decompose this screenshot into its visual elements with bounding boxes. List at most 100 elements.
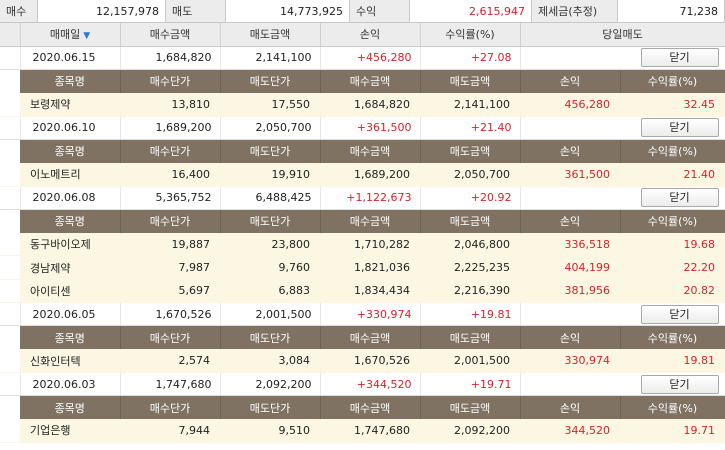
sub-header-buy-amount: 매수금액 bbox=[320, 209, 421, 233]
day-sell-amount: 6,488,425 bbox=[220, 186, 321, 210]
close-button[interactable]: 닫기 bbox=[640, 118, 719, 138]
close-button-cell: 닫기 bbox=[520, 186, 725, 210]
day-buy-amount: 1,747,680 bbox=[120, 372, 221, 397]
stock-sell-price: 3,084 bbox=[220, 349, 320, 373]
stock-sell-amount: 2,001,500 bbox=[420, 349, 520, 373]
trade-date: 2020.06.10 bbox=[20, 116, 121, 140]
day-buy-amount: 1,689,200 bbox=[120, 116, 221, 140]
column-header-trade-date[interactable]: 매매일 ▼ bbox=[20, 23, 121, 47]
day-sell-amount: 2,050,700 bbox=[220, 116, 321, 140]
stock-pnl: 330,974 bbox=[520, 349, 620, 373]
stock-buy-price: 2,574 bbox=[120, 349, 220, 373]
stock-name: 동구바이오제 bbox=[20, 232, 120, 257]
sub-header-buy-amount: 매수금액 bbox=[320, 325, 421, 350]
stock-buy-amount: 1,747,680 bbox=[320, 419, 420, 443]
buy-total-value: 12,157,978 bbox=[38, 0, 166, 22]
column-header-sell-amount[interactable]: 매도금액 bbox=[220, 23, 321, 47]
stock-sell-amount: 2,046,800 bbox=[420, 232, 520, 257]
detail-header-row: 종목명 매수단가 매도단가 매수금액 매도금액 손익 수익률(%) bbox=[0, 209, 725, 233]
sub-header-return-rate: 수익률(%) bbox=[620, 209, 725, 233]
sub-header-buy-price: 매수단가 bbox=[120, 395, 221, 420]
stock-sell-price: 19,910 bbox=[220, 162, 320, 187]
row-indicator bbox=[0, 302, 21, 327]
day-return-rate: +19.71 bbox=[420, 372, 521, 397]
column-header-row: 매매일 ▼ 매수금액 매도금액 손익 수익률(%) 당일매도 bbox=[0, 23, 725, 47]
day-sell-amount: 2,092,200 bbox=[220, 372, 321, 397]
stock-buy-price: 7,987 bbox=[120, 255, 220, 280]
close-button-cell: 닫기 bbox=[520, 372, 725, 397]
stock-pnl: 344,520 bbox=[520, 419, 620, 443]
stock-buy-price: 16,400 bbox=[120, 162, 220, 187]
stock-detail-row[interactable]: 아이티센 5,697 6,883 1,834,434 2,216,390 381,956 2… bbox=[0, 279, 725, 304]
stock-return-rate: 21.40 bbox=[620, 162, 725, 187]
close-button[interactable]: 닫기 bbox=[640, 48, 719, 68]
detail-indent bbox=[0, 419, 20, 443]
sort-descending-icon[interactable]: ▼ bbox=[83, 31, 91, 42]
sub-header-buy-price: 매수단가 bbox=[120, 209, 221, 233]
stock-name: 신화인터텍 bbox=[20, 349, 120, 373]
sub-header-buy-price: 매수단가 bbox=[120, 325, 221, 350]
stock-detail-row[interactable]: 경남제약 7,987 9,760 1,821,036 2,225,235 404,199 2… bbox=[0, 255, 725, 280]
close-button[interactable]: 닫기 bbox=[640, 304, 719, 324]
detail-indent bbox=[0, 255, 20, 280]
close-button[interactable]: 닫기 bbox=[640, 374, 719, 394]
stock-buy-price: 7,944 bbox=[120, 419, 220, 443]
stock-sell-amount: 2,092,200 bbox=[420, 419, 520, 443]
day-return-rate: +27.08 bbox=[420, 46, 521, 71]
sub-header-sell-amount: 매도금액 bbox=[420, 325, 521, 350]
sell-total-label: 매도 bbox=[166, 0, 226, 22]
day-return-rate: +19.81 bbox=[420, 302, 521, 327]
stock-detail-row[interactable]: 신화인터텍 2,574 3,084 1,670,526 2,001,500 330,974… bbox=[0, 349, 725, 373]
stock-buy-amount: 1,821,036 bbox=[320, 255, 420, 280]
tax-estimate-value: 71,238 bbox=[618, 0, 725, 22]
sub-header-return-rate: 수익률(%) bbox=[620, 139, 725, 163]
column-header-label: 매매일 bbox=[49, 28, 81, 42]
column-header-buy-amount[interactable]: 매수금액 bbox=[120, 23, 221, 47]
sub-header-stock-name: 종목명 bbox=[20, 209, 121, 233]
stock-sell-amount: 2,141,100 bbox=[420, 92, 520, 117]
row-indicator-header bbox=[0, 23, 21, 47]
trade-history-table: 매매일 ▼ 매수금액 매도금액 손익 수익률(%) 당일매도 2020.06.15… bbox=[0, 23, 725, 443]
stock-name: 경남제약 bbox=[20, 255, 120, 280]
sub-header-sell-amount: 매도금액 bbox=[420, 69, 521, 93]
column-header-same-day-sell[interactable]: 당일매도 bbox=[520, 23, 725, 47]
stock-return-rate: 20.82 bbox=[620, 279, 725, 304]
day-pnl: +1,122,673 bbox=[320, 186, 421, 210]
stock-sell-amount: 2,216,390 bbox=[420, 279, 520, 304]
trade-date: 2020.06.15 bbox=[20, 46, 121, 71]
stock-return-rate: 32.45 bbox=[620, 92, 725, 117]
sub-header-sell-amount: 매도금액 bbox=[420, 139, 521, 163]
column-header-pnl[interactable]: 손익 bbox=[320, 23, 421, 47]
profit-total-value: 2,615,947 bbox=[410, 0, 532, 22]
day-sell-amount: 2,141,100 bbox=[220, 46, 321, 71]
stock-return-rate: 19.68 bbox=[620, 232, 725, 257]
detail-indent bbox=[0, 139, 20, 163]
sub-header-sell-price: 매도단가 bbox=[220, 395, 321, 420]
detail-indent bbox=[0, 395, 20, 420]
stock-detail-row[interactable]: 이노메트리 16,400 19,910 1,689,200 2,050,700 361,5… bbox=[0, 162, 725, 187]
stock-return-rate: 19.81 bbox=[620, 349, 725, 373]
stock-name: 아이티센 bbox=[20, 279, 120, 304]
sub-header-buy-amount: 매수금액 bbox=[320, 395, 421, 420]
sub-header-return-rate: 수익률(%) bbox=[620, 395, 725, 420]
sub-header-sell-amount: 매도금액 bbox=[420, 209, 521, 233]
stock-detail-row[interactable]: 보령제약 13,810 17,550 1,684,820 2,141,100 456,28… bbox=[0, 92, 725, 117]
stock-detail-row[interactable]: 동구바이오제 19,887 23,800 1,710,282 2,046,800 336,… bbox=[0, 232, 725, 257]
trade-date: 2020.06.08 bbox=[20, 186, 121, 210]
sub-header-buy-amount: 매수금액 bbox=[320, 69, 421, 93]
date-summary-row: 2020.06.15 1,684,820 2,141,100 +456,280 +27.… bbox=[0, 46, 725, 71]
stock-detail-row[interactable]: 기업은행 7,944 9,510 1,747,680 2,092,200 344,520 1… bbox=[0, 419, 725, 443]
stock-pnl: 381,956 bbox=[520, 279, 620, 304]
row-indicator bbox=[0, 372, 21, 397]
close-button-cell: 닫기 bbox=[520, 302, 725, 327]
column-header-return-rate[interactable]: 수익률(%) bbox=[420, 23, 521, 47]
stock-pnl: 336,518 bbox=[520, 232, 620, 257]
stock-buy-price: 13,810 bbox=[120, 92, 220, 117]
close-button[interactable]: 닫기 bbox=[640, 188, 719, 208]
sub-header-sell-price: 매도단가 bbox=[220, 139, 321, 163]
tax-estimate-label: 제세금(추정) bbox=[532, 0, 618, 22]
stock-buy-amount: 1,684,820 bbox=[320, 92, 420, 117]
sub-header-pnl: 손익 bbox=[520, 69, 621, 93]
trade-date: 2020.06.05 bbox=[20, 302, 121, 327]
sell-total-value: 14,773,925 bbox=[226, 0, 350, 22]
